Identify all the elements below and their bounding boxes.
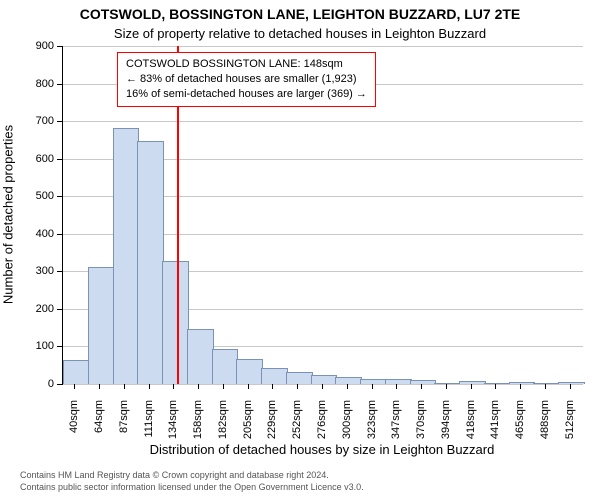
x-tick-label: 182sqm	[217, 400, 229, 460]
x-tick-mark	[297, 384, 298, 389]
histogram-bar	[212, 349, 239, 384]
x-tick-label: 347sqm	[390, 400, 402, 460]
y-tick-mark	[57, 46, 62, 47]
x-tick-label: 111sqm	[143, 400, 155, 460]
histogram-bar	[88, 267, 115, 384]
y-tick-label: 700	[14, 115, 54, 127]
histogram-bar	[558, 382, 585, 384]
histogram-bar	[162, 261, 189, 384]
x-tick-mark	[198, 384, 199, 389]
x-tick-label: 205sqm	[242, 400, 254, 460]
y-tick-mark	[57, 121, 62, 122]
y-tick-label: 600	[14, 153, 54, 165]
y-tick-mark	[57, 346, 62, 347]
y-tick-label: 300	[14, 265, 54, 277]
y-tick-label: 800	[14, 78, 54, 90]
histogram-bar	[261, 368, 288, 384]
footer-copyright-2: Contains public sector information licen…	[20, 482, 364, 493]
y-axis-label: Number of detached properties	[1, 115, 16, 315]
histogram-bar	[335, 377, 362, 384]
x-tick-mark	[248, 384, 249, 389]
histogram-bar	[533, 383, 560, 384]
x-tick-label: 418sqm	[465, 400, 477, 460]
x-tick-mark	[520, 384, 521, 389]
x-tick-mark	[421, 384, 422, 389]
x-tick-mark	[223, 384, 224, 389]
x-tick-label: 465sqm	[514, 400, 526, 460]
x-tick-label: 300sqm	[341, 400, 353, 460]
y-tick-mark	[57, 84, 62, 85]
chart-subtitle: Size of property relative to detached ho…	[0, 26, 600, 41]
x-tick-mark	[446, 384, 447, 389]
footer-copyright-1: Contains HM Land Registry data © Crown c…	[20, 470, 329, 481]
y-tick-label: 0	[14, 378, 54, 390]
histogram-bar	[434, 383, 461, 384]
histogram-bar	[286, 372, 313, 384]
legend-line: COTSWOLD BOSSINGTON LANE: 148sqm	[126, 57, 367, 72]
y-tick-label: 400	[14, 228, 54, 240]
x-tick-label: 87sqm	[118, 400, 130, 460]
histogram-bar	[459, 381, 486, 384]
histogram-bar	[311, 375, 338, 384]
gridline	[63, 384, 583, 385]
x-tick-mark	[570, 384, 571, 389]
histogram-bar	[236, 359, 263, 384]
y-tick-mark	[57, 159, 62, 160]
x-tick-mark	[272, 384, 273, 389]
gridline	[63, 46, 583, 47]
x-tick-label: 394sqm	[440, 400, 452, 460]
y-tick-mark	[57, 384, 62, 385]
y-tick-label: 200	[14, 303, 54, 315]
x-tick-label: 64sqm	[93, 400, 105, 460]
legend-box: COTSWOLD BOSSINGTON LANE: 148sqm← 83% of…	[117, 52, 376, 107]
y-tick-mark	[57, 234, 62, 235]
x-tick-mark	[347, 384, 348, 389]
x-tick-label: 488sqm	[539, 400, 551, 460]
y-tick-label: 900	[14, 40, 54, 52]
chart-title: COTSWOLD, BOSSINGTON LANE, LEIGHTON BUZZ…	[0, 6, 600, 22]
histogram-bar	[137, 141, 164, 384]
histogram-bar	[63, 360, 90, 384]
histogram-bar	[385, 379, 412, 384]
x-tick-label: 158sqm	[192, 400, 204, 460]
x-tick-label: 441sqm	[489, 400, 501, 460]
y-tick-mark	[57, 309, 62, 310]
x-tick-mark	[173, 384, 174, 389]
x-tick-mark	[99, 384, 100, 389]
histogram-bar	[360, 379, 387, 385]
x-tick-mark	[322, 384, 323, 389]
histogram-bar	[484, 383, 511, 384]
x-tick-mark	[396, 384, 397, 389]
x-tick-label: 40sqm	[68, 400, 80, 460]
x-tick-mark	[545, 384, 546, 389]
y-tick-mark	[57, 271, 62, 272]
x-tick-mark	[74, 384, 75, 389]
gridline	[63, 121, 583, 122]
x-tick-mark	[372, 384, 373, 389]
y-tick-mark	[57, 196, 62, 197]
histogram-bar	[113, 128, 140, 384]
x-tick-mark	[149, 384, 150, 389]
x-tick-mark	[471, 384, 472, 389]
x-tick-mark	[495, 384, 496, 389]
figure-container: COTSWOLD, BOSSINGTON LANE, LEIGHTON BUZZ…	[0, 0, 600, 500]
x-tick-mark	[124, 384, 125, 389]
y-tick-label: 500	[14, 190, 54, 202]
histogram-bar	[410, 380, 437, 384]
x-tick-label: 512sqm	[564, 400, 576, 460]
histogram-bar	[187, 329, 214, 384]
x-tick-label: 323sqm	[366, 400, 378, 460]
histogram-bar	[509, 382, 536, 384]
x-tick-label: 134sqm	[167, 400, 179, 460]
y-tick-label: 100	[14, 340, 54, 352]
legend-line: ← 83% of detached houses are smaller (1,…	[126, 72, 367, 87]
x-tick-label: 252sqm	[291, 400, 303, 460]
x-tick-label: 370sqm	[415, 400, 427, 460]
x-tick-label: 229sqm	[266, 400, 278, 460]
x-tick-label: 276sqm	[316, 400, 328, 460]
legend-line: 16% of semi-detached houses are larger (…	[126, 87, 367, 102]
